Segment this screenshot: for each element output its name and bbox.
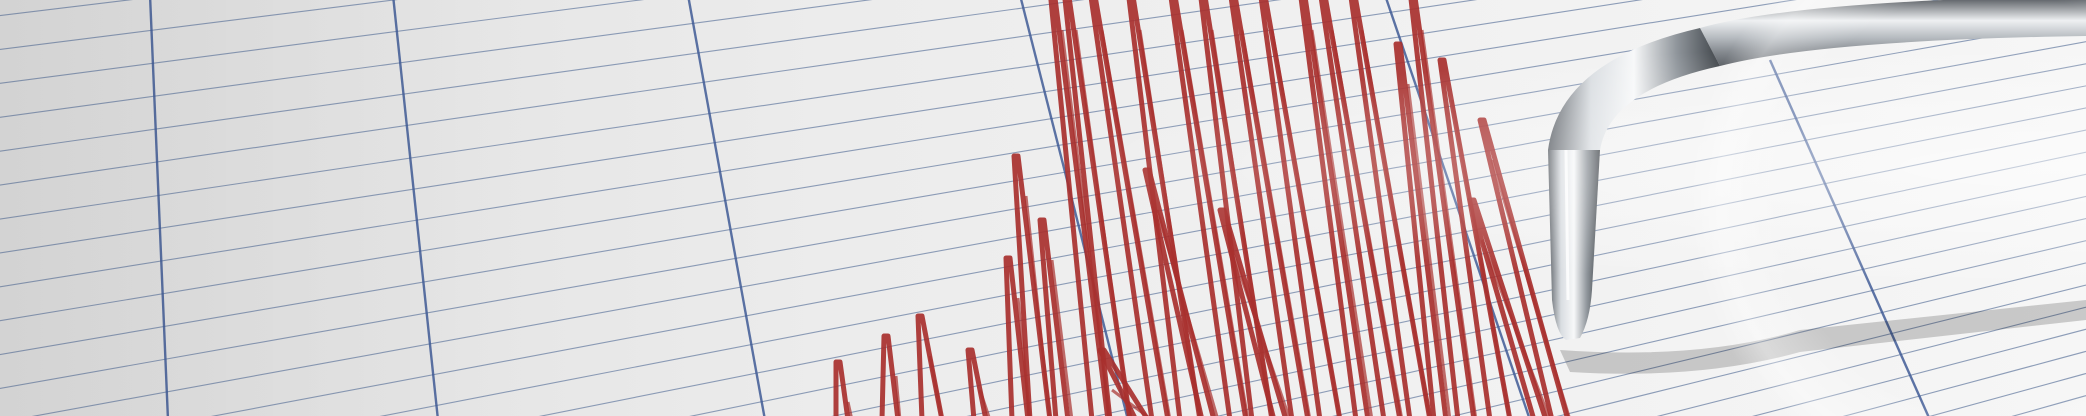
grid-line xyxy=(0,412,2086,416)
trace-spike xyxy=(965,347,988,416)
major-grid-line xyxy=(687,0,766,416)
stylus-needle xyxy=(1548,150,1600,340)
trace-spike xyxy=(833,359,850,416)
seismic-trace xyxy=(833,0,1571,416)
major-grid-line xyxy=(392,0,439,416)
recording-stylus xyxy=(1548,0,2086,416)
glass-reflection xyxy=(1690,0,2086,416)
stylus-highlight xyxy=(1564,149,1570,301)
